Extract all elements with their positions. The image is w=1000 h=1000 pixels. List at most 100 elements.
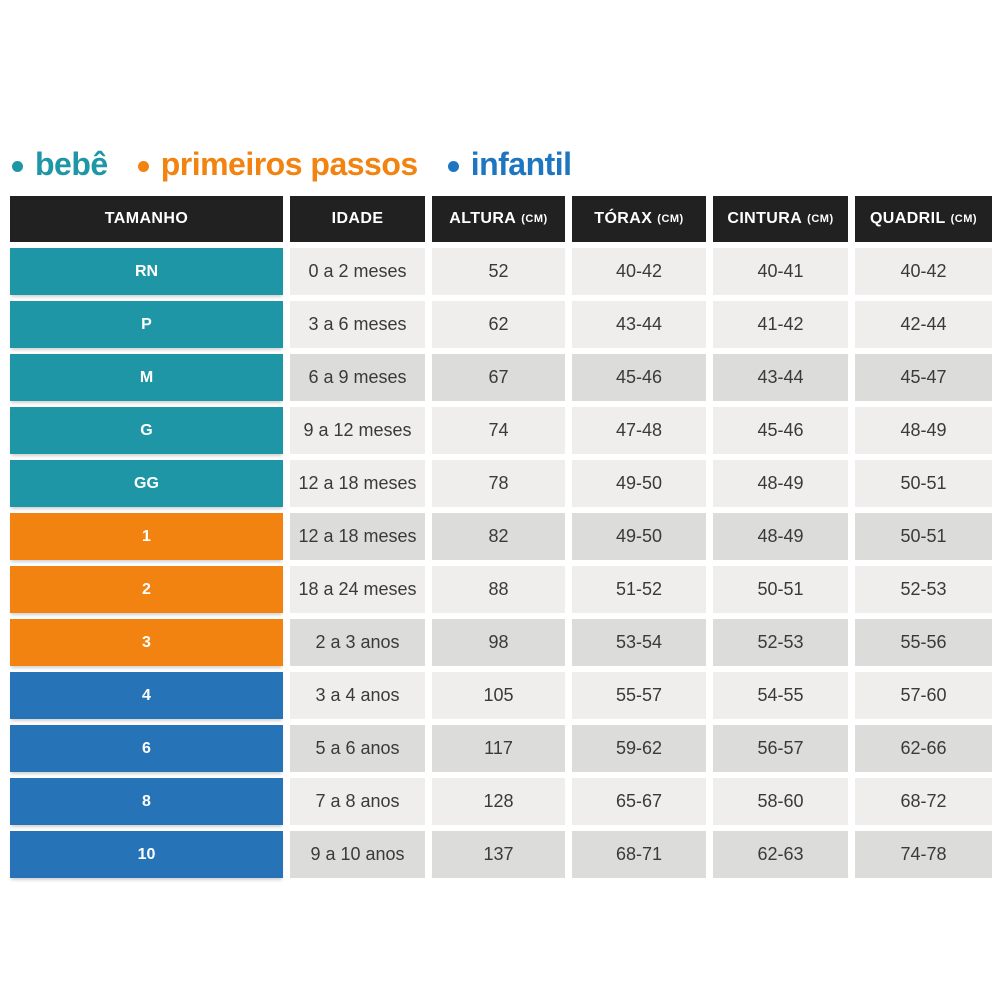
cintura-cell: 56-57 xyxy=(713,725,848,772)
quadril-cell: 68-72 xyxy=(855,778,992,825)
idade-cell: 18 a 24 meses xyxy=(290,566,425,613)
column-header-idade: IDADE xyxy=(290,196,425,242)
cintura-cell: 54-55 xyxy=(713,672,848,719)
quadril-cell: 55-56 xyxy=(855,619,992,666)
idade-cell: 5 a 6 anos xyxy=(290,725,425,772)
size-cell: M xyxy=(10,354,283,401)
column-header-label: TÓRAX xyxy=(594,210,653,227)
altura-cell: 117 xyxy=(432,725,565,772)
column-header-label: CINTURA xyxy=(727,210,803,227)
torax-cell: 47-48 xyxy=(572,407,706,454)
cintura-cell: 45-46 xyxy=(713,407,848,454)
altura-cell: 137 xyxy=(432,831,565,878)
column-header-unit: (CM) xyxy=(950,213,978,225)
size-cell: 8 xyxy=(10,778,283,825)
cintura-cell: 52-53 xyxy=(713,619,848,666)
size-cell: 6 xyxy=(10,725,283,772)
table-row: GG 12 a 18 meses 78 49-50 48-49 50-51 xyxy=(10,460,992,507)
cintura-cell: 40-41 xyxy=(713,248,848,295)
legend-label-primeiros-passos: primeiros passos xyxy=(160,146,419,182)
torax-cell: 55-57 xyxy=(572,672,706,719)
torax-cell: 49-50 xyxy=(572,460,706,507)
quadril-cell: 48-49 xyxy=(855,407,992,454)
quadril-cell: 40-42 xyxy=(855,248,992,295)
column-header-unit: (CM) xyxy=(521,213,548,225)
legend-label-bebe: bebê xyxy=(35,146,108,182)
quadril-cell: 42-44 xyxy=(855,301,992,348)
size-cell: 10 xyxy=(10,831,283,878)
legend-item-infantil: infantil xyxy=(447,146,572,183)
idade-cell: 2 a 3 anos xyxy=(290,619,425,666)
altura-cell: 128 xyxy=(432,778,565,825)
idade-cell: 0 a 2 meses xyxy=(290,248,425,295)
column-header-tamanho: TAMANHO xyxy=(10,196,283,242)
size-cell: 4 xyxy=(10,672,283,719)
table-row: 8 7 a 8 anos 128 65-67 58-60 68-72 xyxy=(10,778,992,825)
idade-cell: 7 a 8 anos xyxy=(290,778,425,825)
quadril-cell: 45-47 xyxy=(855,354,992,401)
altura-cell: 98 xyxy=(432,619,565,666)
table-row: 3 2 a 3 anos 98 53-54 52-53 55-56 xyxy=(10,619,992,666)
idade-cell: 9 a 10 anos xyxy=(290,831,425,878)
size-cell: RN xyxy=(10,248,283,295)
column-header-altura: ALTURA (CM) xyxy=(432,196,565,242)
table-row: M 6 a 9 meses 67 45-46 43-44 45-47 xyxy=(10,354,992,401)
bullet-icon xyxy=(137,160,149,172)
torax-cell: 51-52 xyxy=(572,566,706,613)
column-header-label: QUADRIL xyxy=(869,210,946,227)
idade-cell: 12 a 18 meses xyxy=(290,460,425,507)
legend-item-bebe: bebê xyxy=(12,146,108,183)
table-row: 2 18 a 24 meses 88 51-52 50-51 52-53 xyxy=(10,566,992,613)
bullet-icon xyxy=(447,160,459,172)
table-header-row: TAMANHO IDADE ALTURA (CM) TÓRAX (CM) CINTU… xyxy=(10,196,992,242)
size-table: TAMANHO IDADE ALTURA (CM) TÓRAX (CM) CINTU… xyxy=(10,196,992,878)
torax-cell: 59-62 xyxy=(572,725,706,772)
column-header-unit: (CM) xyxy=(807,213,834,225)
idade-cell: 3 a 4 anos xyxy=(290,672,425,719)
cintura-cell: 62-63 xyxy=(713,831,848,878)
table-row: RN 0 a 2 meses 52 40-42 40-41 40-42 xyxy=(10,248,992,295)
quadril-cell: 52-53 xyxy=(855,566,992,613)
idade-cell: 3 a 6 meses xyxy=(290,301,425,348)
altura-cell: 74 xyxy=(432,407,565,454)
legend-label-infantil: infantil xyxy=(470,146,572,182)
column-header-label: IDADE xyxy=(331,210,384,227)
size-cell: 3 xyxy=(10,619,283,666)
quadril-cell: 50-51 xyxy=(855,513,992,560)
column-header-label: ALTURA xyxy=(449,210,517,227)
altura-cell: 78 xyxy=(432,460,565,507)
torax-cell: 45-46 xyxy=(572,354,706,401)
cintura-cell: 48-49 xyxy=(713,460,848,507)
size-cell: P xyxy=(10,301,283,348)
cintura-cell: 43-44 xyxy=(713,354,848,401)
quadril-cell: 62-66 xyxy=(855,725,992,772)
altura-cell: 82 xyxy=(432,513,565,560)
torax-cell: 68-71 xyxy=(572,831,706,878)
torax-cell: 43-44 xyxy=(572,301,706,348)
cintura-cell: 58-60 xyxy=(713,778,848,825)
column-header-quadril: QUADRIL (CM) xyxy=(855,196,992,242)
legend-item-primeiros-passos: primeiros passos xyxy=(137,146,419,183)
table-row: 6 5 a 6 anos 117 59-62 56-57 62-66 xyxy=(10,725,992,772)
table-row: G 9 a 12 meses 74 47-48 45-46 48-49 xyxy=(10,407,992,454)
column-header-unit: (CM) xyxy=(657,213,684,225)
idade-cell: 9 a 12 meses xyxy=(290,407,425,454)
cintura-cell: 41-42 xyxy=(713,301,848,348)
cintura-cell: 48-49 xyxy=(713,513,848,560)
torax-cell: 53-54 xyxy=(572,619,706,666)
quadril-cell: 50-51 xyxy=(855,460,992,507)
idade-cell: 12 a 18 meses xyxy=(290,513,425,560)
column-header-cintura: CINTURA (CM) xyxy=(713,196,848,242)
column-header-label: TAMANHO xyxy=(104,210,189,227)
size-cell: 1 xyxy=(10,513,283,560)
table-row: P 3 a 6 meses 62 43-44 41-42 42-44 xyxy=(10,301,992,348)
column-header-torax: TÓRAX (CM) xyxy=(572,196,706,242)
torax-cell: 40-42 xyxy=(572,248,706,295)
quadril-cell: 57-60 xyxy=(855,672,992,719)
size-cell: 2 xyxy=(10,566,283,613)
altura-cell: 67 xyxy=(432,354,565,401)
table-row: 4 3 a 4 anos 105 55-57 54-55 57-60 xyxy=(10,672,992,719)
altura-cell: 52 xyxy=(432,248,565,295)
altura-cell: 62 xyxy=(432,301,565,348)
